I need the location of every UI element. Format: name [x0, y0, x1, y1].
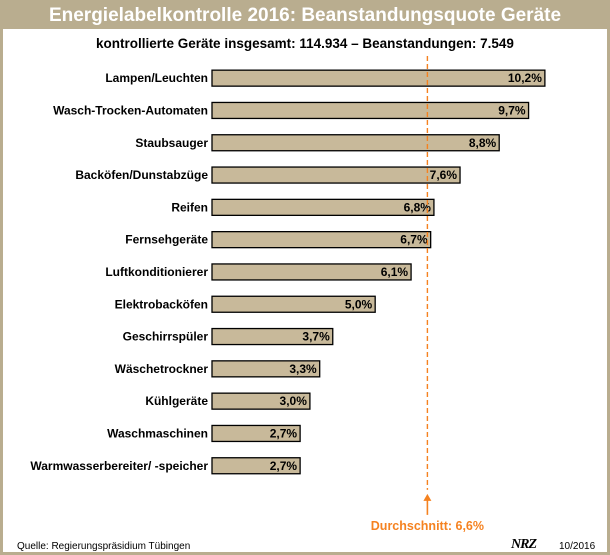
- bar: [211, 69, 546, 87]
- category-label: Reifen: [171, 200, 208, 214]
- category-label: Warmwasserbereiter/ -speicher: [30, 459, 208, 473]
- bar-value-label: 2,7%: [270, 426, 298, 440]
- bar-value-label: 5,0%: [345, 297, 373, 311]
- bar-value-label: 6,7%: [400, 233, 428, 247]
- bar-chart: Lampen/Leuchten 10,2% Wasch-Trocken-Automa…: [30, 56, 546, 533]
- category-label: Fernsehgeräte: [125, 233, 208, 247]
- category-label: Luftkonditionierer: [105, 265, 208, 279]
- chart-subtitle: kontrollierte Geräte insgesamt: 114.934 …: [96, 36, 514, 51]
- average-arrow-head: [423, 493, 432, 501]
- issue-date: 10/2016: [559, 541, 596, 552]
- bar: [211, 295, 376, 313]
- bar: [211, 101, 530, 120]
- publisher-logo: NRZ: [511, 537, 537, 552]
- bar: [211, 457, 301, 475]
- bar-value-label: 3,7%: [302, 330, 330, 344]
- bar-value-label: 9,7%: [498, 103, 526, 117]
- bar-value-label: 2,7%: [270, 459, 298, 473]
- source-note: Quelle: Regierungspräsidium Tübingen: [17, 541, 191, 552]
- bar-value-label: 7,6%: [430, 168, 458, 182]
- category-label: Wäschetrockner: [115, 362, 209, 376]
- bar: [211, 198, 435, 217]
- category-label: Staubsauger: [135, 136, 208, 150]
- chart-title: Energielabelkontrolle 2016: Beanstandung…: [3, 3, 607, 29]
- bar: [211, 263, 412, 281]
- bar: [211, 360, 321, 378]
- category-label: Backöfen/Dunstabzüge: [75, 168, 208, 182]
- category-label: Waschmaschinen: [107, 426, 208, 440]
- bar: [211, 392, 311, 410]
- bar: [211, 134, 500, 152]
- category-label: Geschirrspüler: [123, 330, 209, 344]
- average-label: Durchschnitt: 6,6%: [371, 519, 484, 533]
- bar-value-label: 6,8%: [404, 200, 432, 214]
- bar: [211, 424, 301, 443]
- category-label: Kühlgeräte: [145, 394, 208, 408]
- bar: [211, 166, 461, 184]
- bar-value-label: 8,8%: [469, 136, 497, 150]
- category-label: Lampen/Leuchten: [105, 71, 208, 85]
- bar-value-label: 3,0%: [280, 394, 308, 408]
- bar: [211, 327, 334, 346]
- category-label: Elektrobacköfen: [115, 297, 208, 311]
- bar: [211, 230, 432, 249]
- bar-value-label: 10,2%: [508, 71, 542, 85]
- category-label: Wasch-Trocken-Automaten: [53, 103, 208, 117]
- bar-value-label: 6,1%: [381, 265, 409, 279]
- bar-value-label: 3,3%: [289, 362, 317, 376]
